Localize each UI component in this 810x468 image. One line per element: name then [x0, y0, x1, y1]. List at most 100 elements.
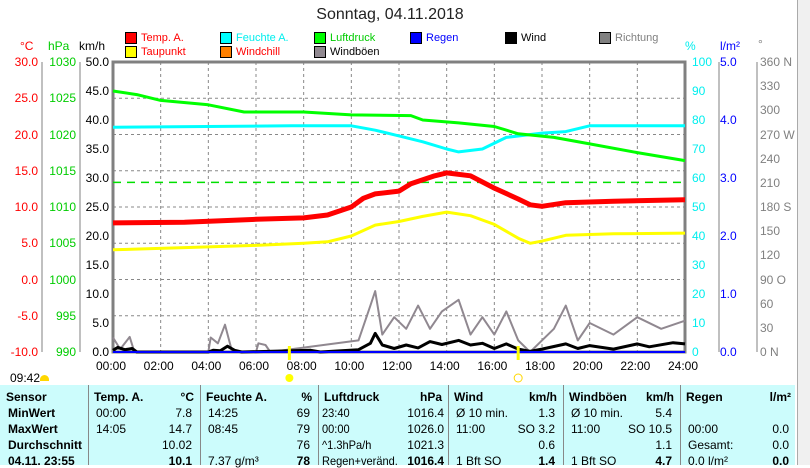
temp-tick: 20.0: [14, 127, 38, 142]
hpa-tick: 1010: [49, 200, 76, 214]
series-wind: [112, 331, 686, 354]
column-divider: [563, 385, 564, 465]
cell-value: 0.0: [772, 422, 789, 436]
cell-time: 11:00: [456, 422, 486, 436]
cell-value: 78: [296, 454, 310, 468]
kmh-tick: 35.0: [85, 142, 109, 156]
cell-value: 1016.4: [407, 454, 444, 468]
legend-item: Luftdruck: [314, 32, 375, 44]
temp-tick: 5.0: [21, 236, 38, 251]
cell-time: Ø 10 min.: [571, 406, 624, 420]
chart-title: Sonntag, 04.11.2018: [316, 6, 464, 23]
kmh-tick: 30.0: [85, 171, 109, 185]
deg-tick: 300: [760, 103, 781, 118]
series-feuchte-a-: [112, 124, 685, 154]
cell-value: 69: [296, 406, 310, 420]
cell-time: Gesamt:: [688, 438, 734, 452]
pct-tick: 100: [692, 55, 713, 69]
legend-label: Feuchte A.: [236, 32, 289, 44]
x-tick: 00:00: [96, 359, 127, 373]
x-tick: 20:00: [572, 359, 603, 373]
kmh-tick: 10.0: [85, 287, 109, 301]
deg-tick: 360 N: [760, 55, 793, 69]
cell-value: 4.7: [655, 454, 672, 468]
series-temp-a-: [112, 170, 686, 226]
table-header-unit: %: [301, 390, 312, 404]
hpa-tick: 990: [55, 345, 76, 359]
x-tick: 08:00: [286, 359, 317, 373]
row-label: MaxWert: [8, 422, 58, 436]
pct-tick: 80: [692, 113, 706, 127]
legend-swatch: [220, 46, 232, 58]
hpa-tick: 1030: [49, 55, 76, 69]
pct-tick: 60: [692, 171, 706, 185]
series-windb-en: [112, 290, 686, 353]
deg-tick: 210: [760, 175, 781, 190]
cell-time: 11:00: [571, 422, 601, 436]
temp-unit: °C: [20, 39, 34, 53]
pct-tick: 30: [692, 258, 706, 272]
legend-swatch: [220, 32, 232, 44]
deg-tick: 150: [760, 224, 781, 239]
weather-chart: [41, 60, 758, 383]
hpa-unit: hPa: [48, 39, 70, 53]
kmh-tick: 25.0: [85, 200, 109, 214]
deg-tick: 240: [760, 151, 781, 166]
kmh-tick: 45.0: [85, 84, 109, 98]
cell-time: 14:05: [96, 422, 127, 436]
pct-tick: 90: [692, 84, 706, 98]
pct-unit: %: [685, 39, 696, 53]
deg-tick: 0 N: [760, 345, 779, 359]
cell-time: 08:45: [208, 422, 239, 436]
hpa-tick: 1005: [49, 236, 76, 251]
kmh-tick: 15.0: [85, 258, 109, 272]
legend-swatch: [505, 32, 517, 44]
temp-tick: 15.0: [14, 163, 38, 178]
hpa-tick: 1020: [49, 127, 76, 142]
cell-value: SO 10.5: [627, 422, 672, 436]
cell-value: 1021.3: [407, 438, 444, 452]
x-tick: 24:00: [668, 359, 699, 373]
table-header: Feuchte A.: [206, 390, 267, 404]
hpa-tick: 1015: [49, 163, 76, 178]
rain-tick: 0.0: [720, 345, 737, 359]
pct-tick: 10: [692, 316, 706, 330]
deg-tick: 180 S: [760, 200, 792, 214]
temp-tick: 25.0: [14, 91, 38, 106]
rain-tick: 1.0: [720, 287, 737, 301]
stats-table: Sensor Temp. A. °C Feuchte A.% Luftdruck hPa W…: [0, 385, 795, 468]
pct-tick: 70: [692, 142, 706, 156]
table-header: Temp. A.: [94, 390, 144, 404]
cell-value: 1.3: [538, 406, 555, 420]
deg-tick: 120: [760, 248, 781, 263]
row-label: Durchschnitt: [8, 438, 83, 452]
x-tick: 06:00: [239, 359, 270, 373]
x-tick: 16:00: [477, 359, 508, 373]
legend-swatch: [125, 32, 137, 44]
x-tick: 14:00: [429, 359, 460, 373]
x-tick: 04:00: [191, 359, 222, 373]
series-taupunkt: [112, 210, 686, 252]
rain-unit: l/m²: [720, 39, 740, 53]
cell-value: 1026.0: [407, 422, 444, 436]
table-header: Regen: [686, 390, 723, 404]
kmh-tick: 20.0: [85, 229, 109, 243]
rain-tick: 4.0: [720, 113, 737, 127]
cell-value: 1016.4: [407, 406, 444, 420]
legend-swatch: [314, 32, 326, 44]
x-tick: 18:00: [525, 359, 556, 373]
cell-value: SO 3.2: [517, 422, 555, 436]
table-header-unit: km/h: [645, 390, 674, 404]
rain-tick: 3.0: [720, 171, 737, 185]
cell-value: 14.7: [168, 422, 192, 436]
legend-swatch: [314, 46, 326, 58]
legend-item: Windchill: [220, 46, 280, 58]
deg-tick: 60: [760, 296, 774, 311]
cell-time: Ø 10 min.: [456, 406, 509, 420]
sunset-icon: [513, 373, 523, 383]
kmh-tick: 40.0: [85, 113, 109, 127]
column-divider: [448, 385, 449, 465]
pct-tick: 40: [692, 229, 706, 243]
pct-tick: 0: [692, 345, 699, 359]
legend-swatch: [410, 32, 422, 44]
